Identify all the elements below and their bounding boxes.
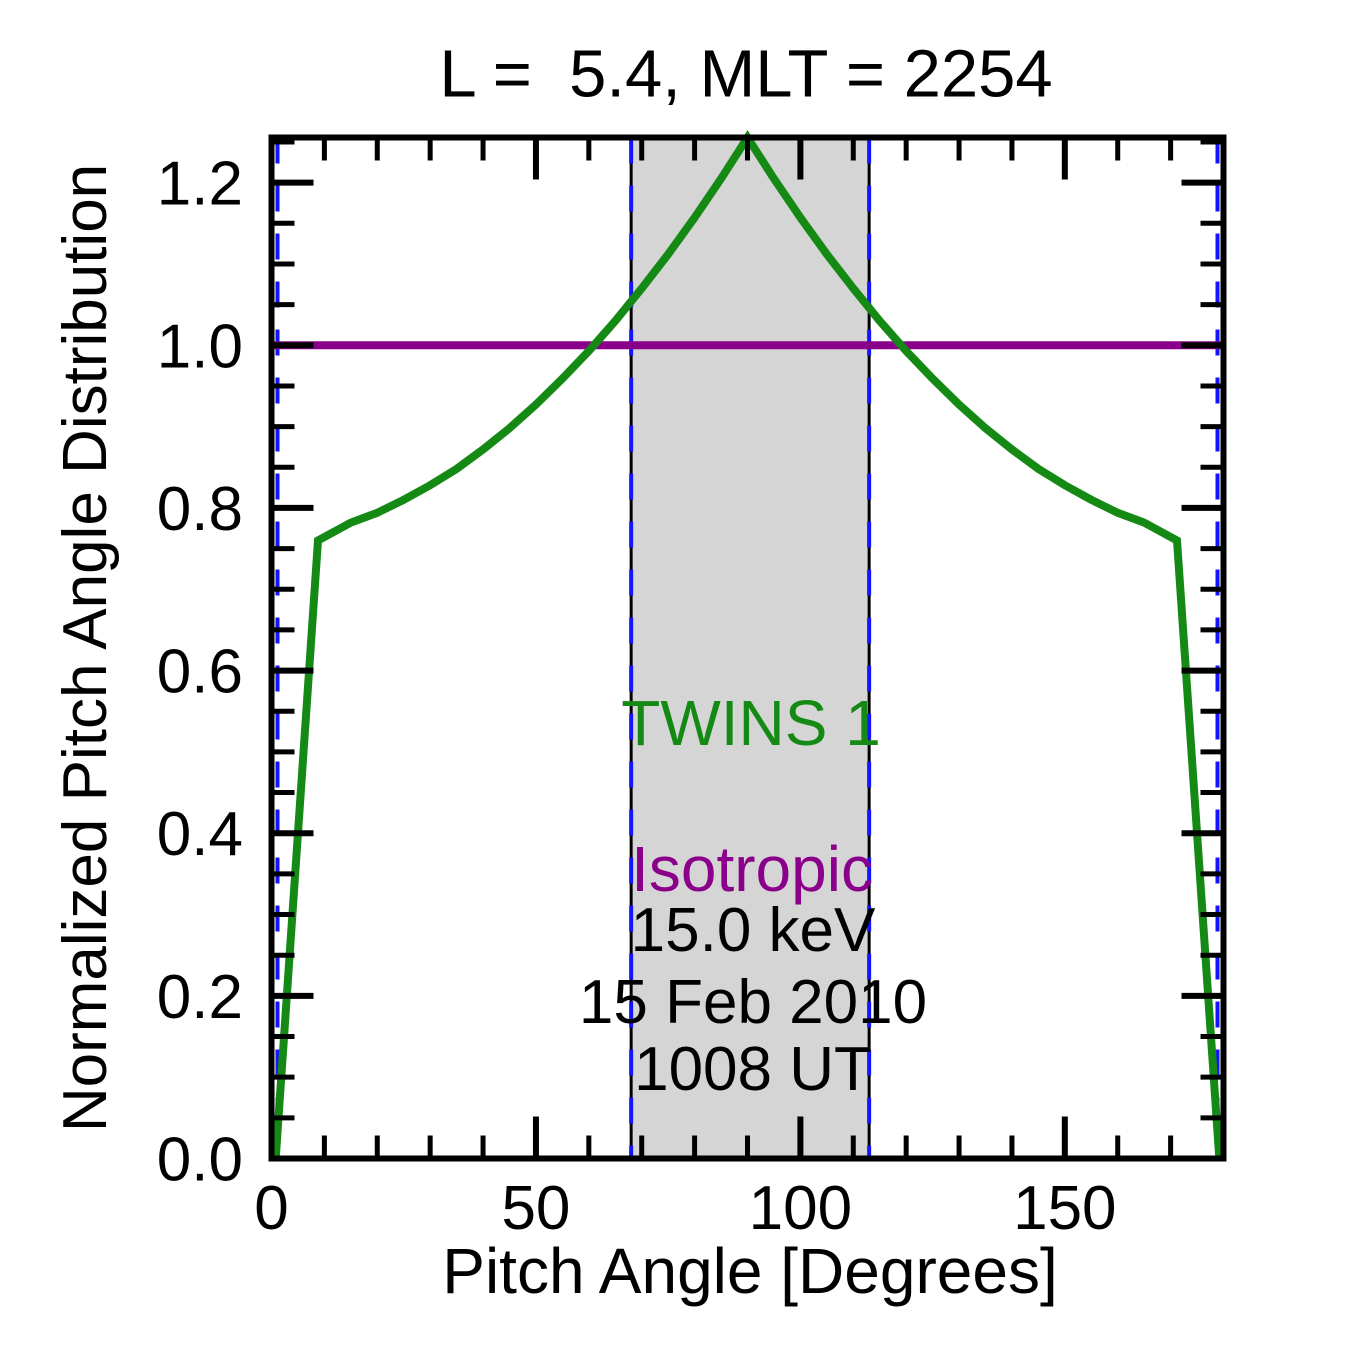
chart-title: L = 5.4, MLT = 2254	[439, 36, 1053, 112]
annotation-date: 15 Feb 2010	[578, 968, 928, 1037]
y-tick-label: 1.2	[157, 150, 243, 219]
y-tick-label: 0.4	[157, 800, 243, 869]
x-tick-label: 0	[254, 1174, 288, 1243]
shaded-band	[631, 137, 870, 1159]
plot-frame	[268, 134, 1227, 1162]
x-axis-label: Pitch Angle [Degrees]	[442, 1235, 1058, 1307]
annotation-time: 1008 UT	[634, 1035, 872, 1104]
x-tick-label: 100	[749, 1174, 852, 1243]
legend-isotropic: Isotropic	[631, 833, 873, 905]
y-tick-label: 0.0	[157, 1126, 243, 1195]
legend-twins1: TWINS 1	[621, 687, 881, 759]
y-tick-label: 1.0	[157, 312, 243, 381]
y-tick-label: 0.2	[157, 963, 243, 1032]
y-axis-label: Normalized Pitch Angle Distribution	[51, 163, 120, 1133]
annotation-energy: 15.0 keV	[630, 896, 876, 965]
y-tick-label: 0.6	[157, 638, 243, 707]
y-tick-label: 0.8	[157, 475, 243, 544]
x-tick-label: 150	[1013, 1174, 1116, 1243]
x-tick-label: 50	[501, 1174, 570, 1243]
